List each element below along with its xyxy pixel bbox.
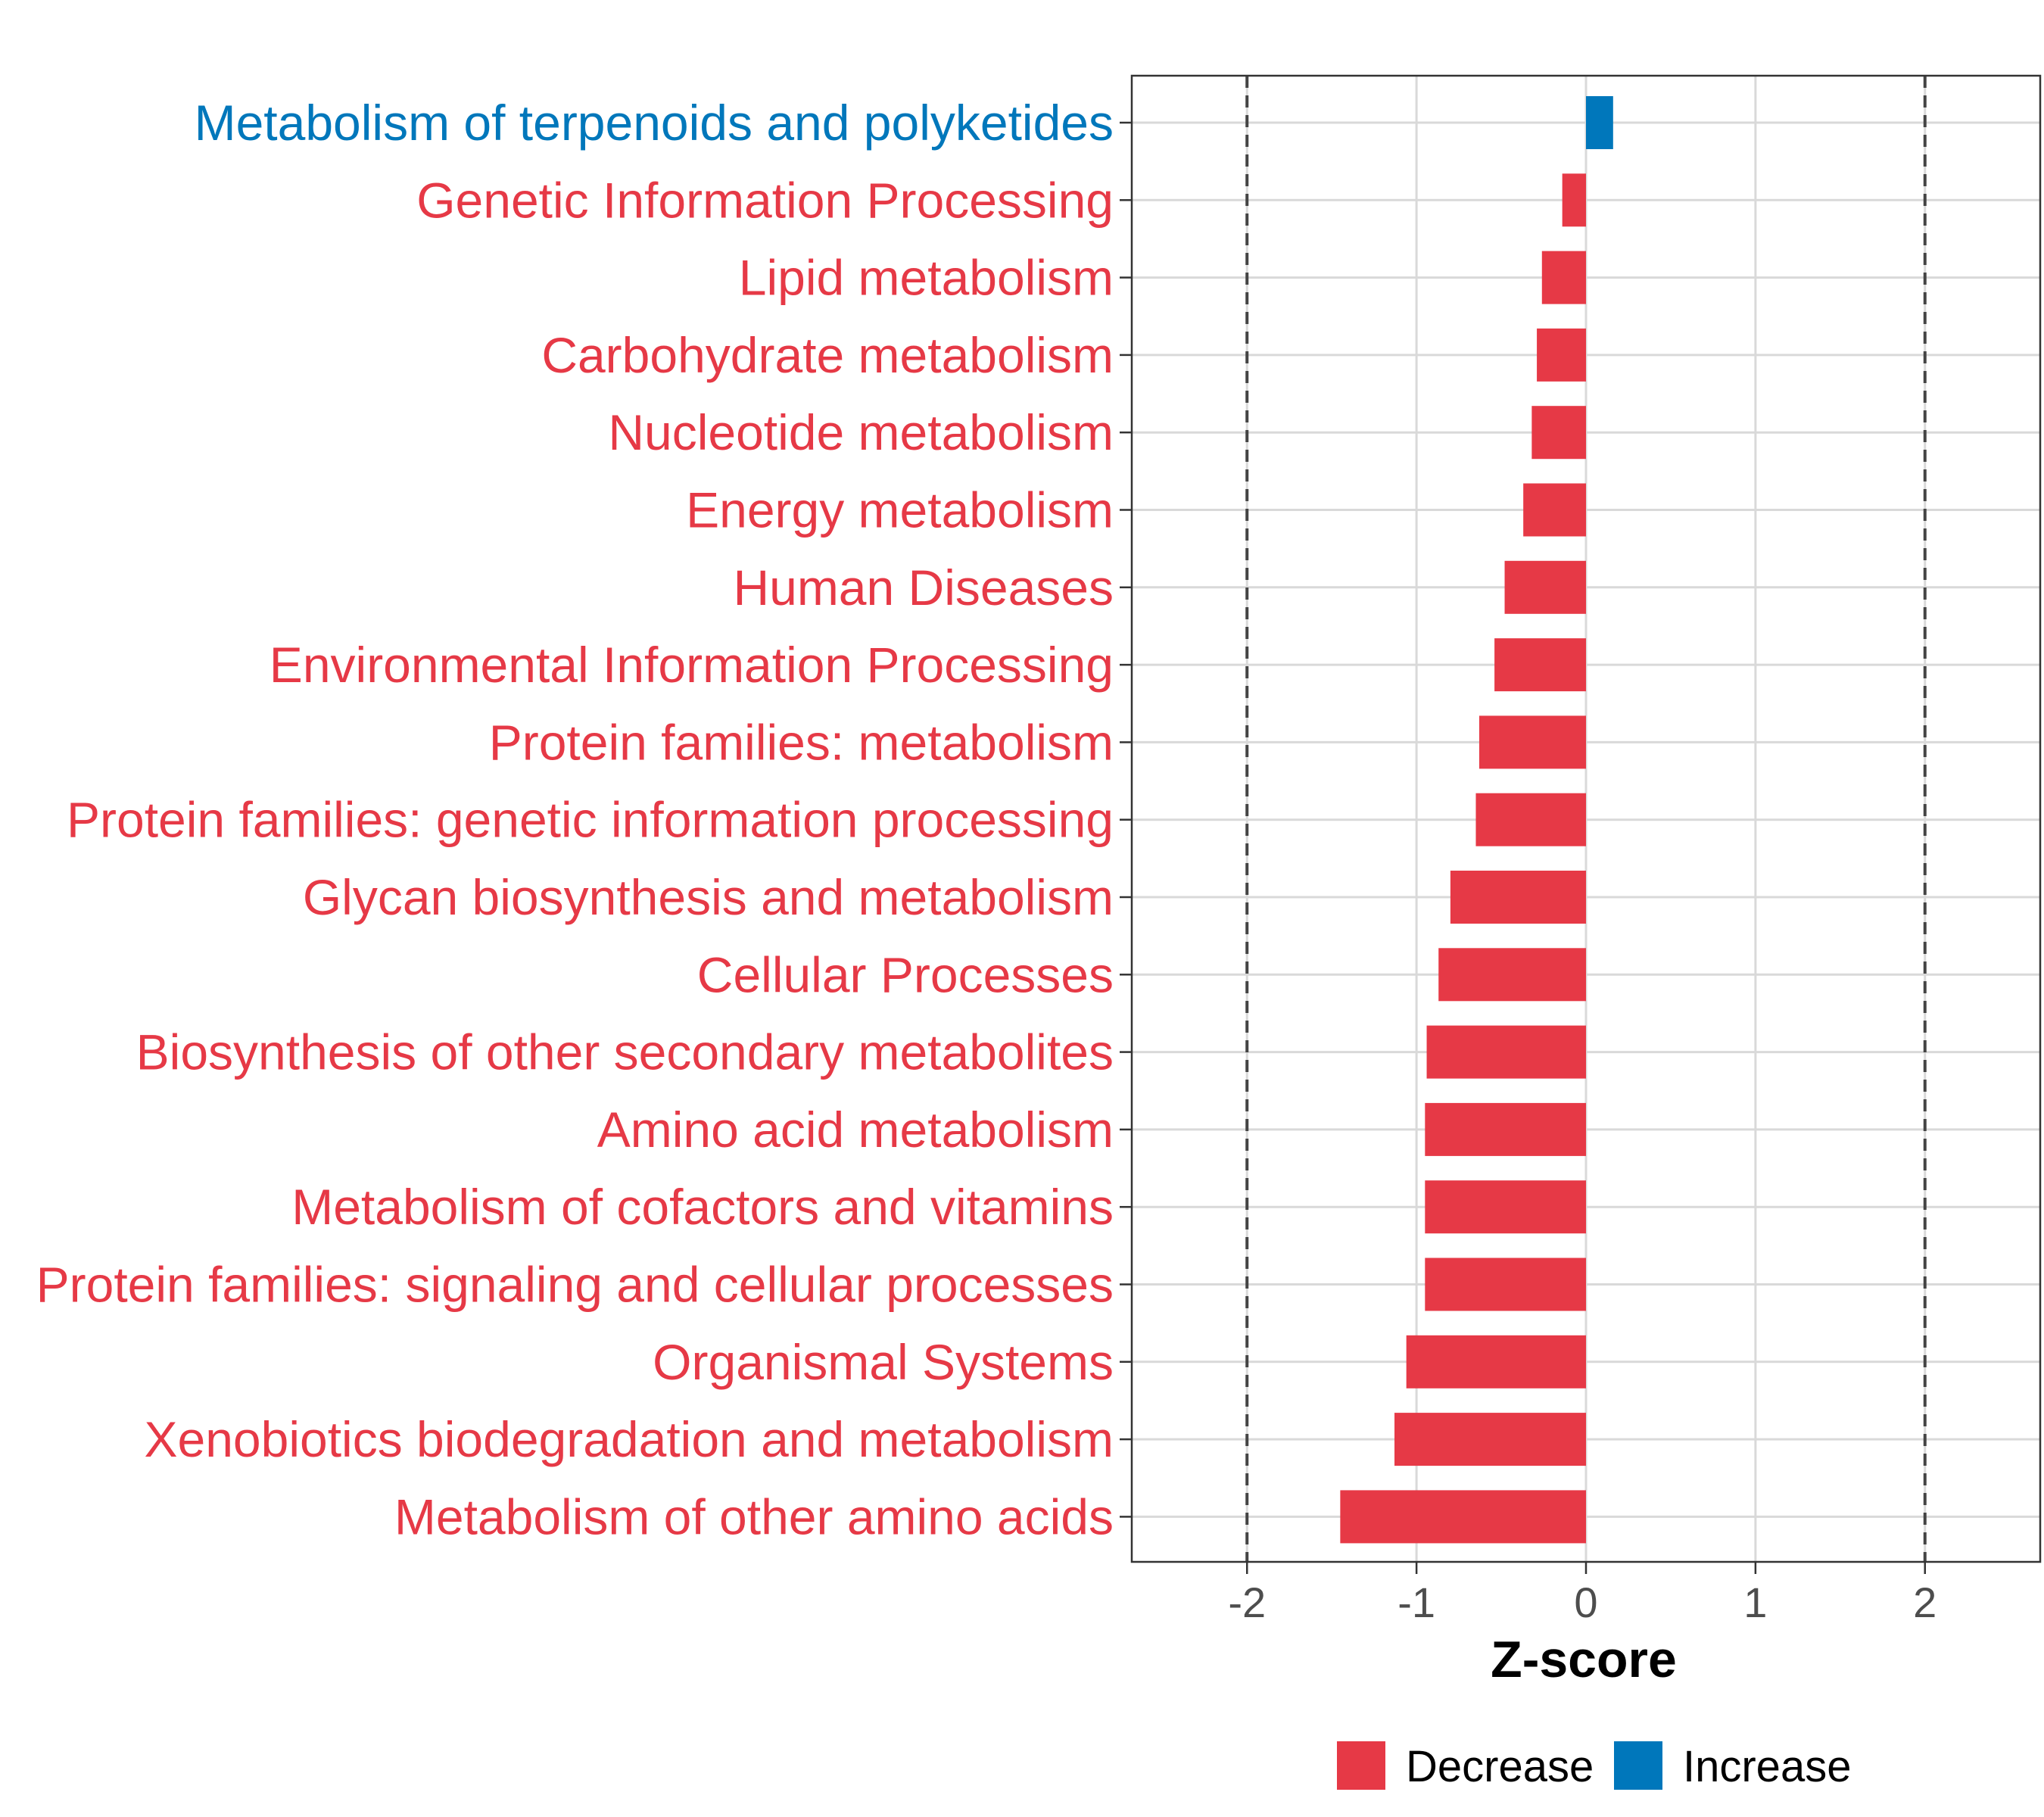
category-label-7: Human Diseases	[733, 559, 1114, 616]
bar-9	[1478, 715, 1586, 769]
x-tick-label-2: -1	[1397, 1579, 1435, 1626]
category-label-4: Carbohydrate metabolism	[541, 327, 1114, 383]
bars	[1340, 96, 1613, 1544]
category-label-1: Metabolism of terpenoids and polyketides	[195, 95, 1114, 151]
bar-19	[1340, 1490, 1586, 1544]
y-axis: Metabolism of terpenoids and polyketides…	[36, 95, 1132, 1544]
category-label-16: Protein families: signaling and cellular…	[36, 1257, 1114, 1313]
x-axis: -2 -1 0 1 2	[1228, 1562, 1937, 1626]
category-label-15: Metabolism of cofactors and vitamins	[291, 1179, 1114, 1235]
legend-label-increase: Increase	[1683, 1742, 1851, 1791]
bar-16	[1425, 1258, 1586, 1311]
legend-swatch-decrease	[1337, 1741, 1385, 1790]
bar-18	[1394, 1413, 1586, 1466]
category-label-2: Genetic Information Processing	[416, 172, 1114, 228]
bar-10	[1475, 793, 1586, 846]
bar-3	[1541, 251, 1586, 304]
category-label-5: Nucleotide metabolism	[608, 404, 1114, 460]
legend: Decrease Increase	[1337, 1741, 1851, 1791]
category-label-13: Biosynthesis of other secondary metaboli…	[136, 1024, 1114, 1080]
category-label-12: Cellular Processes	[697, 946, 1114, 1002]
x-tick-label-1: -2	[1228, 1579, 1266, 1626]
bar-15	[1425, 1180, 1586, 1234]
bar-4	[1537, 328, 1586, 382]
category-label-3: Lipid metabolism	[739, 250, 1114, 306]
x-tick-label-3: 0	[1574, 1579, 1597, 1626]
x-tick-label-5: 2	[1913, 1579, 1937, 1626]
bar-7	[1504, 560, 1586, 614]
category-label-19: Metabolism of other amino acids	[394, 1488, 1114, 1544]
bar-13	[1426, 1025, 1586, 1079]
category-label-11: Glycan biosynthesis and metabolism	[303, 869, 1114, 925]
bar-12	[1438, 948, 1586, 1002]
x-axis-title: Z-score	[1491, 1631, 1677, 1688]
x-tick-label-4: 1	[1743, 1579, 1767, 1626]
reference-lines	[1245, 76, 1927, 1562]
bar-8	[1494, 638, 1586, 692]
bar-1	[1586, 96, 1613, 149]
category-label-10: Protein families: genetic information pr…	[67, 792, 1114, 848]
category-label-8: Environmental Information Processing	[270, 637, 1114, 693]
category-label-17: Organismal Systems	[653, 1334, 1114, 1390]
category-label-6: Energy metabolism	[686, 482, 1114, 538]
category-label-14: Amino acid metabolism	[597, 1102, 1114, 1158]
category-label-9: Protein families: metabolism	[489, 714, 1114, 770]
bar-17	[1406, 1335, 1586, 1388]
bar-14	[1425, 1102, 1586, 1156]
bar-2	[1562, 173, 1586, 227]
legend-swatch-increase	[1614, 1741, 1662, 1790]
legend-label-decrease: Decrease	[1406, 1742, 1594, 1791]
bar-5	[1531, 406, 1586, 460]
bar-6	[1523, 483, 1586, 537]
bar-11	[1450, 871, 1586, 924]
category-label-18: Xenobiotics biodegradation and metabolis…	[145, 1411, 1114, 1467]
